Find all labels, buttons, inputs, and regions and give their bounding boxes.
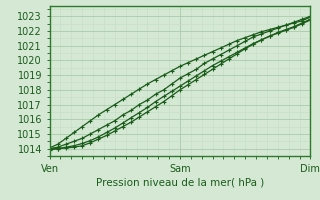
X-axis label: Pression niveau de la mer( hPa ): Pression niveau de la mer( hPa ) (96, 178, 264, 188)
